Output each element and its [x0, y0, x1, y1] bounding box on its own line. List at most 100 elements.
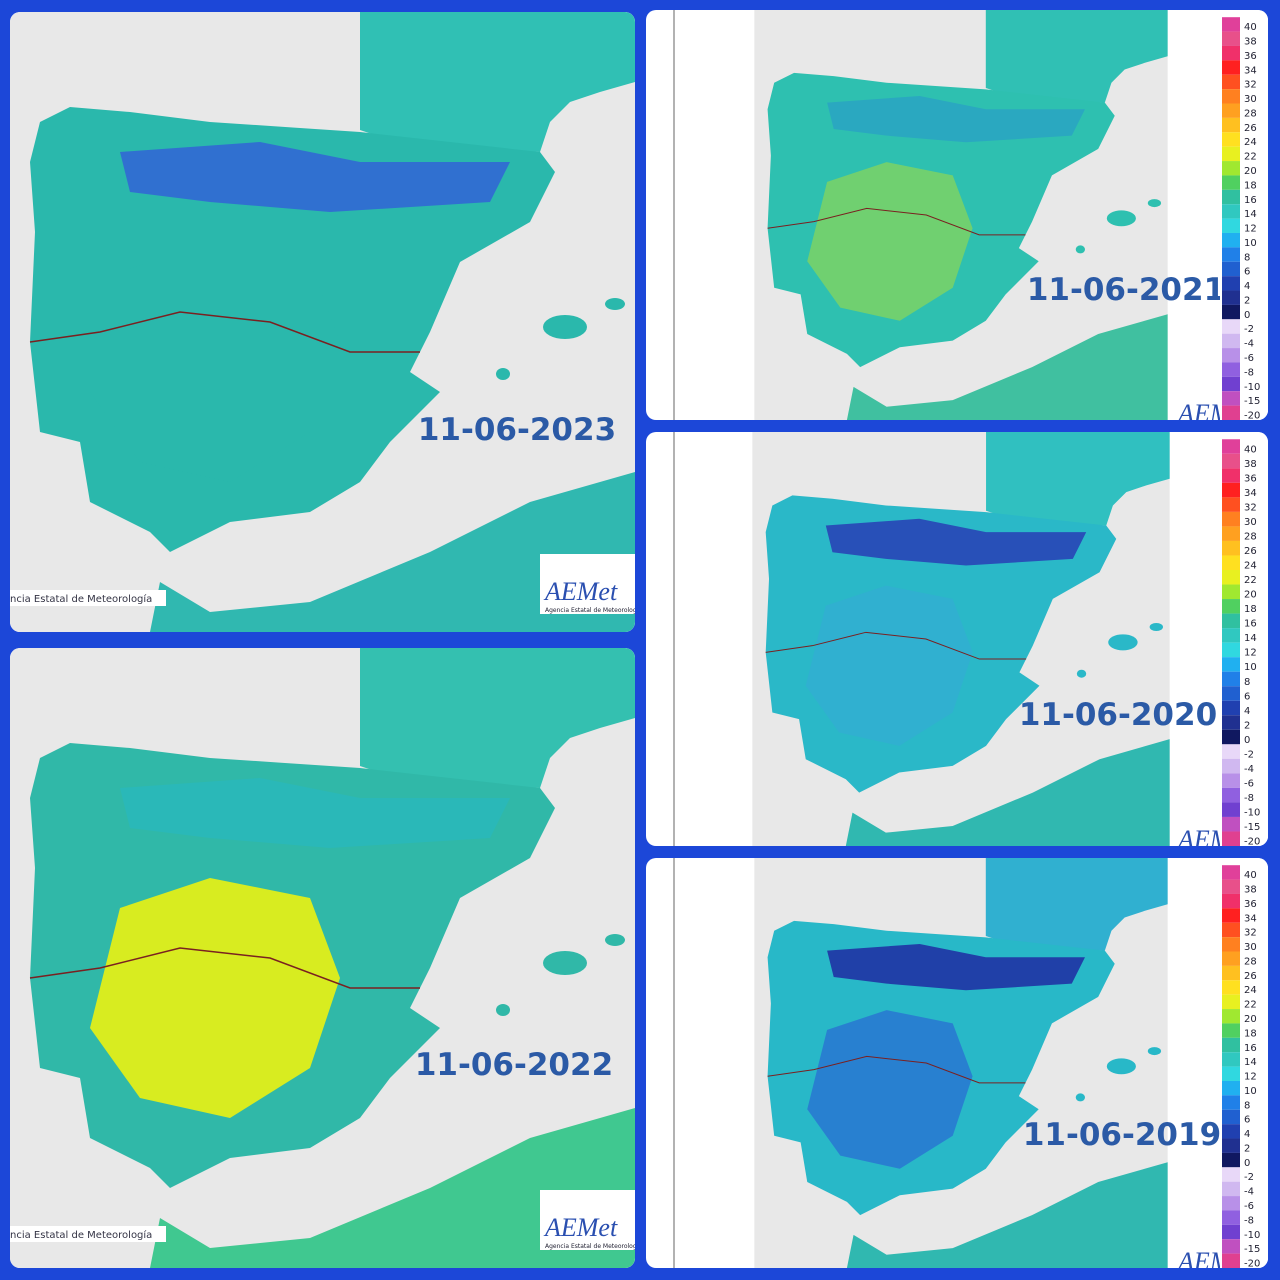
- scale-label: 28: [1244, 108, 1257, 119]
- map: [753, 10, 1169, 420]
- scale-swatch: [1222, 17, 1240, 32]
- scale-swatch: [1222, 1152, 1240, 1168]
- scale-label: 30: [1244, 517, 1257, 528]
- scale-swatch: [1222, 1037, 1240, 1053]
- scale-swatch: [1222, 1253, 1240, 1268]
- scale-label: 26: [1244, 971, 1257, 982]
- scale-swatch: [1222, 599, 1240, 614]
- scale-swatch: [1222, 161, 1240, 176]
- scale-label: 16: [1244, 619, 1257, 630]
- scale-label: -4: [1244, 339, 1254, 350]
- scale-swatch: [1222, 175, 1240, 190]
- date-label: 11-06-2022: [415, 1047, 613, 1083]
- scale-swatch: [1222, 1124, 1240, 1139]
- scale-label: 24: [1244, 561, 1257, 572]
- scale-label: 2: [1244, 720, 1250, 731]
- scale-label: -6: [1244, 1201, 1254, 1212]
- scale-label: 0: [1244, 735, 1250, 746]
- panel-body: 11-06-2019AEMet4038363432302826242220181…: [646, 858, 1268, 1270]
- scale-swatch: [1222, 758, 1240, 774]
- scale-swatch: [1222, 1167, 1240, 1182]
- scale-swatch: [1222, 1224, 1240, 1240]
- scale-swatch: [1222, 103, 1240, 118]
- scale-swatch: [1222, 584, 1240, 600]
- scale-swatch: [1222, 1023, 1240, 1038]
- scale-swatch: [1222, 686, 1240, 701]
- scale-swatch: [1222, 1181, 1240, 1197]
- scale-swatch: [1222, 89, 1240, 104]
- scale-label: 4: [1244, 1129, 1250, 1140]
- credit-box: [10, 590, 166, 606]
- scale-label: 14: [1244, 633, 1257, 644]
- logo-subtitle: Agencia Estatal de Meteorología: [545, 1243, 642, 1250]
- scale-label: -15: [1244, 822, 1260, 833]
- scale-label: -20: [1244, 1259, 1260, 1270]
- scale-swatch: [1222, 304, 1240, 320]
- scale-label: 40: [1244, 444, 1257, 455]
- scale-swatch: [1222, 276, 1240, 291]
- date-label: 11-06-2019: [1023, 1117, 1221, 1153]
- scale-swatch: [1222, 117, 1240, 133]
- scale-label: 22: [1244, 1000, 1257, 1011]
- scale-swatch: [1222, 189, 1240, 205]
- scale-label: 22: [1244, 152, 1257, 163]
- scale-swatch: [1222, 965, 1240, 981]
- scale-swatch: [1222, 1138, 1240, 1153]
- logo: AEMet: [543, 577, 618, 606]
- scale-label: 6: [1244, 691, 1250, 702]
- scale-label: 18: [1244, 180, 1257, 191]
- scale-label: 8: [1244, 1100, 1250, 1111]
- scale-label: 34: [1244, 65, 1257, 76]
- scale-label: 38: [1244, 885, 1257, 896]
- date-label: 11-06-2020: [1019, 697, 1217, 733]
- scale-swatch: [1222, 865, 1240, 880]
- scale-label: 10: [1244, 238, 1257, 249]
- scale-label: 24: [1244, 985, 1257, 996]
- scale-swatch: [1222, 700, 1240, 716]
- scale-swatch: [1222, 657, 1240, 672]
- scale-swatch: [1222, 1196, 1240, 1211]
- scale-swatch: [1222, 994, 1240, 1010]
- scale-label: 0: [1244, 1158, 1250, 1169]
- scale-swatch: [1222, 787, 1240, 803]
- panel-body: 11-06-2021AEMet4038363432302826242220181…: [646, 10, 1268, 420]
- logo-subtitle: Agencia Estatal de Meteorología: [545, 607, 642, 614]
- scale-swatch: [1222, 60, 1240, 75]
- logo-box: [540, 554, 635, 614]
- scale-swatch: [1222, 831, 1240, 846]
- scale-label: 36: [1244, 51, 1257, 62]
- map-panel: 11-06-2021AEMet4038363432302826242220181…: [646, 10, 1268, 420]
- scale-label: 22: [1244, 575, 1257, 586]
- scale-label: -8: [1244, 1215, 1254, 1226]
- map-panel: 11-06-2019AEMet4038363432302826242220181…: [646, 858, 1268, 1270]
- scale-swatch: [1222, 1109, 1240, 1125]
- scale-swatch: [1222, 376, 1240, 392]
- scale-label: -4: [1244, 1187, 1254, 1198]
- scale-swatch: [1222, 1052, 1240, 1067]
- scale-swatch: [1222, 744, 1240, 759]
- credit-box: [10, 1226, 166, 1242]
- map: [753, 858, 1169, 1268]
- scale-label: -10: [1244, 1230, 1260, 1241]
- scale-label: -20: [1244, 837, 1260, 848]
- scale-label: 34: [1244, 488, 1257, 499]
- scale-swatch: [1222, 526, 1240, 541]
- scale-swatch: [1222, 232, 1240, 248]
- scale-label: 24: [1244, 137, 1257, 148]
- credit: ncia Estatal de Meteorología: [10, 1229, 152, 1241]
- scale-label: 28: [1244, 531, 1257, 542]
- scale-swatch: [1222, 333, 1240, 349]
- scale-swatch: [1222, 628, 1240, 643]
- map-panel: 11-06-2020AEMet4038363432302826242220181…: [646, 432, 1268, 848]
- scale-swatch: [1222, 908, 1240, 923]
- scale-label: -10: [1244, 807, 1260, 818]
- scale-swatch: [1222, 937, 1240, 952]
- scale-label: 32: [1244, 928, 1257, 939]
- scale-label: -8: [1244, 793, 1254, 804]
- scale-label: -15: [1244, 396, 1260, 407]
- scale-swatch: [1222, 204, 1240, 219]
